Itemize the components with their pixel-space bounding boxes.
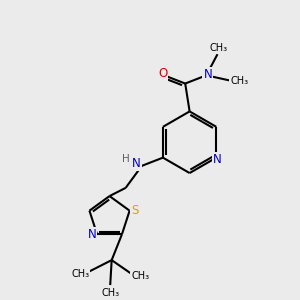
Text: CH₃: CH₃ xyxy=(209,43,227,53)
Text: CH₃: CH₃ xyxy=(230,76,248,85)
Text: S: S xyxy=(131,204,139,217)
Text: N: N xyxy=(132,157,141,170)
Text: CH₃: CH₃ xyxy=(101,288,119,298)
Text: H: H xyxy=(122,154,130,164)
Text: N: N xyxy=(88,228,96,241)
Text: O: O xyxy=(158,68,167,80)
Text: CH₃: CH₃ xyxy=(131,271,149,281)
Text: N: N xyxy=(213,153,222,166)
Text: CH₃: CH₃ xyxy=(71,269,89,279)
Text: N: N xyxy=(203,68,212,81)
